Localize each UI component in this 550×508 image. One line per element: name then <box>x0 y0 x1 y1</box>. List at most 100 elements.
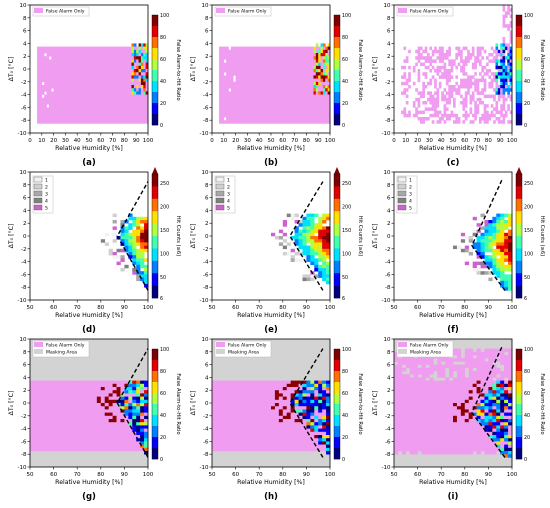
heatmap-cell <box>72 53 75 57</box>
heatmap-cell <box>477 98 480 102</box>
heatmap-cell <box>283 75 286 79</box>
colorbar-segment <box>152 193 158 196</box>
heatmap-cell <box>325 91 328 95</box>
heatmap-cell <box>311 82 314 86</box>
heatmap-cell <box>72 79 75 83</box>
heatmap-cell <box>276 101 279 105</box>
heatmap-cell <box>85 397 89 401</box>
heatmap-cell <box>503 53 506 57</box>
heatmap-cell <box>56 114 59 118</box>
heatmap-cell <box>224 104 227 108</box>
colorbar-segment <box>152 78 158 81</box>
heatmap-cell <box>70 56 73 60</box>
y-tick-label: 10 <box>20 170 27 176</box>
heatmap-cell <box>243 448 247 452</box>
colorbar-segment <box>516 190 522 193</box>
heatmap-cell <box>432 95 435 99</box>
heatmap-cell <box>276 82 279 86</box>
heatmap-cell <box>255 393 259 397</box>
heatmap-cell <box>98 101 101 105</box>
heatmap-cell <box>124 432 128 436</box>
heatmap-cell <box>224 101 227 105</box>
heatmap-cell <box>252 56 255 60</box>
heatmap-cell <box>134 91 137 95</box>
heatmap-cell <box>295 82 298 86</box>
heatmap-cell <box>134 59 137 63</box>
heatmap-cell <box>103 95 106 99</box>
heatmap-cell <box>140 265 144 269</box>
heatmap-cell <box>46 406 50 410</box>
heatmap-cell <box>49 50 52 54</box>
heatmap-cell <box>49 98 52 102</box>
heatmap-cell <box>221 56 224 60</box>
heatmap-cell <box>278 91 281 95</box>
heatmap-cell <box>500 214 504 218</box>
heatmap-cell <box>113 422 117 426</box>
colorbar-segment <box>516 258 522 261</box>
colorbar-segment <box>152 390 158 393</box>
colorbar-segment <box>152 421 158 424</box>
heatmap-cell <box>245 79 248 83</box>
heatmap-cell <box>70 91 73 95</box>
heatmap-cell <box>136 88 139 92</box>
heatmap-cell <box>243 422 247 426</box>
heatmap-cell <box>58 419 62 423</box>
heatmap-cell <box>280 85 283 89</box>
heatmap-cell <box>46 448 50 452</box>
heatmap-cell <box>221 66 224 70</box>
heatmap-cell <box>132 438 136 442</box>
heatmap-cell <box>503 47 506 51</box>
heatmap-cell <box>58 381 62 385</box>
heatmap-cell <box>136 387 140 391</box>
legend-entry: 3 <box>227 192 230 198</box>
heatmap-cell <box>231 107 234 111</box>
heatmap-cell <box>295 50 298 54</box>
heatmap-cell <box>264 53 267 57</box>
heatmap-cell <box>58 432 62 436</box>
heatmap-cell <box>97 448 101 452</box>
heatmap-cell <box>306 252 310 256</box>
heatmap-cell <box>318 255 322 259</box>
heatmap-cell <box>136 111 139 115</box>
heatmap-cell <box>117 409 121 413</box>
heatmap-cell <box>247 66 250 70</box>
heatmap-cell <box>415 107 418 111</box>
colorbar-segment <box>516 81 522 84</box>
heatmap-cell <box>496 242 500 246</box>
heatmap-cell <box>77 445 81 449</box>
heatmap-cell <box>236 441 240 445</box>
heatmap-cell <box>418 98 421 102</box>
heatmap-cell <box>325 79 328 83</box>
heatmap-cell <box>82 59 85 63</box>
heatmap-cell <box>229 56 232 60</box>
heatmap-cell <box>255 448 259 452</box>
heatmap-cell <box>42 47 45 51</box>
x-tick-label: 50 <box>450 138 457 144</box>
heatmap-cell <box>56 47 59 51</box>
heatmap-cell <box>295 47 298 51</box>
heatmap-cell <box>467 88 470 92</box>
heatmap-cell <box>500 265 504 269</box>
heatmap-cell <box>498 72 501 76</box>
heatmap-cell <box>44 95 47 99</box>
heatmap-cell <box>297 88 300 92</box>
heatmap-cell <box>101 59 104 63</box>
heatmap-cell <box>484 104 487 108</box>
heatmap-cell <box>134 88 137 92</box>
heatmap-cell <box>276 85 279 89</box>
colorbar-segment <box>152 211 158 214</box>
heatmap-cell <box>257 82 260 86</box>
heatmap-cell <box>278 85 281 89</box>
heatmap-cell <box>257 66 260 70</box>
heatmap-cell <box>96 85 99 89</box>
heatmap-cell <box>37 72 40 76</box>
colorbar-segment <box>334 73 340 76</box>
heatmap-cell <box>233 101 236 105</box>
heatmap-cell <box>302 117 305 121</box>
heatmap-cell <box>47 91 50 95</box>
heatmap-cell <box>97 438 101 442</box>
heatmap-cell <box>228 445 232 449</box>
heatmap-cell <box>238 88 241 92</box>
heatmap-cell <box>50 384 54 388</box>
y-tick-label: 2 <box>205 54 209 60</box>
